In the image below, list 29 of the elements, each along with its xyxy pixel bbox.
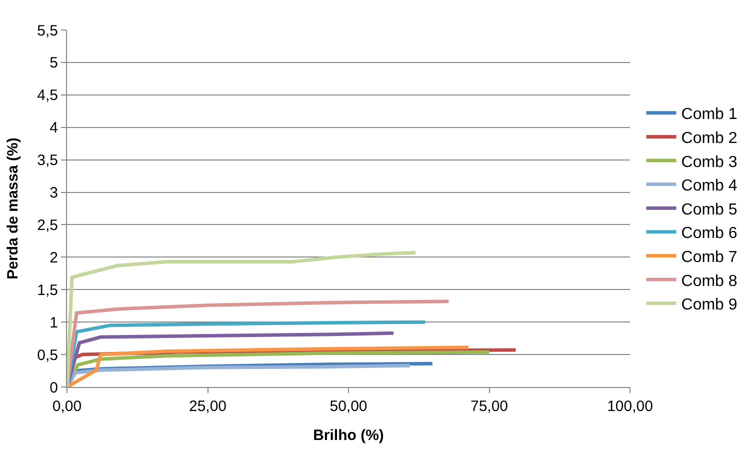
y-tick-label: 1,5 [37,282,58,299]
legend-label: Comb 2 [681,130,738,147]
legend-label: Comb 1 [681,106,738,124]
x-tick-label: 75,00 [470,398,508,415]
line-series [67,250,418,387]
y-tick-label: 0 [50,379,58,396]
x-tick-label: 0,00 [52,398,82,415]
legend-label: Comb 8 [681,272,738,290]
y-tick-label: 5 [50,54,58,72]
y-tick-label: 0,5 [37,346,58,364]
y-tick-label: 2 [50,249,58,266]
y-tick-label: 5,5 [37,22,58,40]
legend-label: Comb 3 [681,154,738,171]
legend-label: Comb 9 [681,296,738,314]
y-axis-title: Perda de massa (%) [4,138,22,280]
y-tick-label: 4,5 [37,87,58,104]
legend-label: Comb 5 [681,201,738,218]
legend-label: Comb 6 [681,225,738,242]
y-tick-label: 2,5 [37,216,58,234]
y-tick-label: 3 [50,184,58,202]
y-tick-label: 3,5 [37,152,58,170]
x-axis-title: Brilho (%) [313,427,384,444]
y-tick-label: 4 [50,120,58,137]
x-tick-label: 25,00 [188,398,227,415]
legend-label: Comb 4 [681,178,738,195]
legend-label: Comb 7 [681,248,738,266]
x-tick-label: 50,00 [330,398,368,415]
y-tick-label: 1 [50,314,58,332]
x-tick-label: 100,00 [607,398,653,415]
